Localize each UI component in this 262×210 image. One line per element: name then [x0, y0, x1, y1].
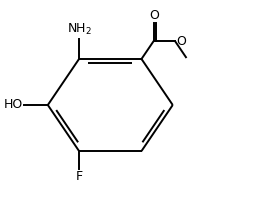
Text: O: O: [150, 9, 160, 22]
Text: NH$_2$: NH$_2$: [67, 22, 91, 38]
Text: F: F: [75, 171, 83, 184]
Text: O: O: [176, 35, 186, 48]
Text: HO: HO: [3, 98, 23, 112]
